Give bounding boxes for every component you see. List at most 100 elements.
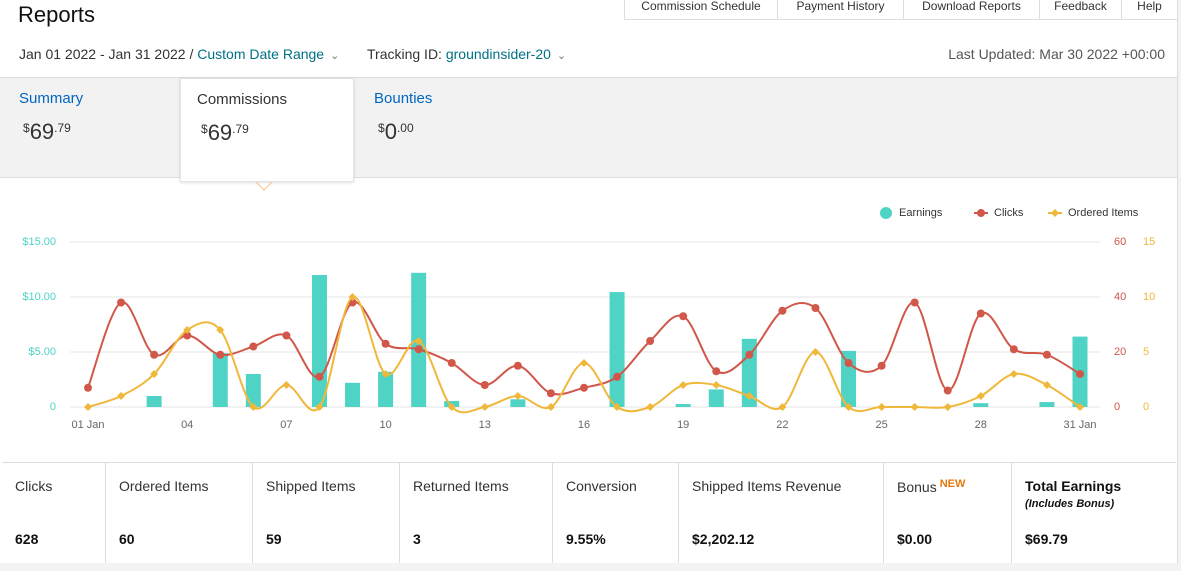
legend-label: Ordered Items bbox=[1068, 207, 1139, 219]
header-button[interactable]: Feedback bbox=[1039, 0, 1122, 20]
tab[interactable]: Bounties $0.00 bbox=[354, 78, 524, 177]
point bbox=[150, 370, 159, 378]
tab-label: Summary bbox=[19, 90, 84, 107]
x-tick-label: 13 bbox=[479, 419, 491, 431]
x-tick-label: 01 Jan bbox=[71, 419, 104, 431]
point bbox=[1009, 370, 1018, 378]
point bbox=[580, 383, 588, 392]
x-tick-label: 31 Jan bbox=[1063, 419, 1096, 431]
header-button[interactable]: Commission Schedule bbox=[624, 0, 778, 20]
tab[interactable]: Summary $69.79 bbox=[0, 78, 180, 177]
stat-value: 3 bbox=[413, 531, 421, 547]
x-tick-label: 04 bbox=[181, 419, 193, 431]
point bbox=[580, 359, 588, 367]
tab-amount: $0.00 bbox=[378, 119, 524, 145]
y-tick-label: $5.00 bbox=[28, 346, 56, 358]
tab[interactable]: Commissions $69.79 bbox=[180, 78, 354, 182]
tab-label: Bounties bbox=[374, 90, 433, 107]
tab-band: Summary $69.79 Commissions $69.79 Bounties $0… bbox=[0, 77, 1177, 182]
point bbox=[513, 392, 522, 400]
stat-label: Bonus bbox=[897, 479, 937, 495]
point bbox=[348, 293, 357, 301]
legend-label: Earnings bbox=[899, 207, 943, 219]
y-tick-label: 0 bbox=[50, 401, 56, 413]
point bbox=[1076, 370, 1084, 378]
y-tick-label: 20 bbox=[1114, 346, 1126, 358]
tab-label: Commissions bbox=[197, 91, 288, 108]
y-tick-label: 40 bbox=[1114, 291, 1126, 303]
legend-marker bbox=[977, 209, 985, 217]
stat-cell: Bonus NEW $0.00 bbox=[884, 463, 1012, 563]
tracking-filter: Tracking ID: groundinsider-20 ⌄ bbox=[367, 46, 567, 62]
legend-label: Clicks bbox=[994, 207, 1024, 219]
bar bbox=[212, 353, 228, 407]
date-filter: Jan 01 2022 - Jan 31 2022 / Custom Date … bbox=[19, 46, 340, 62]
tab-amount: $69.79 bbox=[23, 119, 180, 145]
point bbox=[877, 361, 886, 370]
point bbox=[546, 403, 555, 411]
last-updated: Last Updated: Mar 30 2022 +00:00 bbox=[948, 46, 1165, 62]
point bbox=[1076, 403, 1084, 411]
point bbox=[877, 403, 886, 411]
point bbox=[976, 392, 985, 400]
x-tick-label: 28 bbox=[975, 419, 987, 431]
point bbox=[745, 392, 754, 400]
amount-whole: 69 bbox=[29, 119, 55, 144]
point bbox=[282, 381, 291, 389]
y-tick-label: 15 bbox=[1143, 236, 1155, 248]
amount-whole: 0 bbox=[384, 119, 397, 144]
x-tick-label: 25 bbox=[875, 419, 887, 431]
tracking-id[interactable]: groundinsider-20 bbox=[445, 46, 551, 62]
point bbox=[84, 383, 92, 392]
stat-cell: Ordered Items 60 bbox=[106, 463, 253, 563]
point bbox=[1042, 381, 1051, 389]
bar bbox=[1039, 402, 1055, 407]
point bbox=[1042, 350, 1051, 359]
point bbox=[150, 350, 159, 359]
point bbox=[679, 381, 688, 389]
header-button[interactable]: Payment History bbox=[777, 0, 904, 20]
stat-value: 628 bbox=[15, 531, 39, 547]
point bbox=[117, 392, 126, 400]
tracking-label: Tracking ID: bbox=[367, 46, 442, 62]
point bbox=[943, 403, 952, 411]
legend-item: Clicks bbox=[974, 207, 1024, 219]
date-link[interactable]: Custom Date Range bbox=[197, 46, 325, 62]
stat-label: Ordered Items bbox=[119, 478, 209, 494]
stat-cell: Returned Items 3 bbox=[400, 463, 553, 563]
stat-label: Shipped Items bbox=[266, 478, 356, 494]
point bbox=[480, 381, 489, 389]
point bbox=[844, 359, 853, 367]
legend-item: Ordered Items bbox=[1048, 207, 1139, 219]
bar bbox=[245, 374, 261, 407]
point bbox=[414, 345, 423, 354]
point bbox=[943, 386, 952, 395]
y-tick-label: 5 bbox=[1143, 346, 1149, 358]
new-badge: NEW bbox=[939, 478, 966, 490]
x-tick-label: 07 bbox=[280, 419, 292, 431]
legend-item: Earnings bbox=[880, 207, 943, 219]
amount-fraction: .00 bbox=[396, 121, 414, 135]
point bbox=[712, 381, 721, 389]
point bbox=[249, 342, 258, 351]
point bbox=[1009, 345, 1018, 354]
stat-note: (Includes Bonus) bbox=[1025, 498, 1115, 510]
point bbox=[613, 372, 622, 381]
stat-label: Total Earnings bbox=[1025, 478, 1122, 494]
bar bbox=[378, 371, 394, 407]
header-button[interactable]: Download Reports bbox=[903, 0, 1040, 20]
point bbox=[546, 389, 555, 398]
bar bbox=[609, 292, 625, 407]
amount-fraction: .79 bbox=[54, 121, 71, 135]
header-button[interactable]: Help bbox=[1121, 0, 1178, 20]
stat-label: Returned Items bbox=[413, 478, 509, 494]
stat-cell: Shipped Items 59 bbox=[253, 463, 400, 563]
point bbox=[844, 403, 853, 411]
point bbox=[712, 367, 721, 376]
stat-value: 59 bbox=[266, 531, 282, 547]
y-tick-label: 0 bbox=[1143, 401, 1149, 413]
currency: $ bbox=[201, 122, 208, 136]
point bbox=[315, 403, 324, 411]
date-range: Jan 01 2022 - Jan 31 2022 / bbox=[19, 46, 194, 62]
